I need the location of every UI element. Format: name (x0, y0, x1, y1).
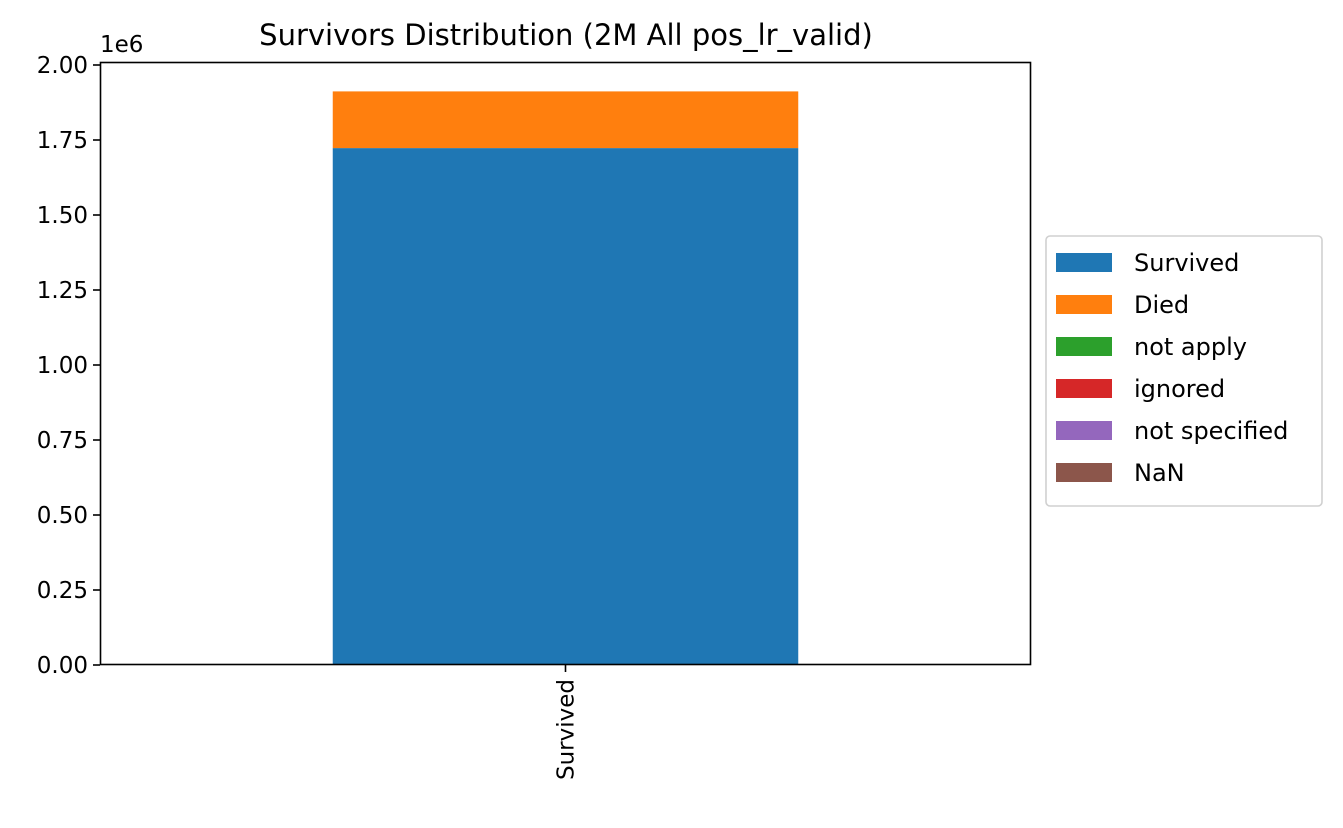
x-tick-label: Survived (554, 679, 580, 780)
bar-survived-0 (332, 148, 799, 666)
y-tick-label: 2.00 (37, 53, 88, 79)
y-axis-ticks: 0.00 0.25 0.50 0.75 1.00 1.25 1.50 1.75 2.00 (37, 53, 100, 679)
bar-died-0 (332, 91, 799, 149)
legend-frame (1045, 235, 1323, 507)
legend-swatch (1056, 337, 1112, 356)
legend-label: NaN (1134, 459, 1185, 487)
y-tick-label: 0.75 (37, 428, 88, 454)
legend-label: ignored (1134, 375, 1225, 403)
legend-swatch (1056, 421, 1112, 440)
y-tick-label: 0.50 (37, 503, 88, 529)
legend-swatch (1056, 253, 1112, 272)
legend-label: not apply (1134, 333, 1247, 361)
y-axis-offset-label: 1e6 (100, 32, 143, 58)
chart-title: Survivors Distribution (2M All pos_lr_va… (259, 18, 873, 52)
y-tick-label: 0.25 (37, 578, 88, 604)
y-tick-label: 1.75 (37, 128, 88, 154)
legend-label: not specified (1134, 417, 1288, 445)
legend-swatch (1056, 379, 1112, 398)
legend: Survived Died not apply ignored not specifie… (1045, 235, 1323, 507)
y-tick-label: 1.25 (37, 278, 88, 304)
bar-stack (332, 91, 799, 666)
plot-area-frame (99, 61, 1032, 666)
y-tick-label: 1.50 (37, 203, 88, 229)
x-axis-ticks: Survived (554, 665, 580, 780)
y-tick-label: 1.00 (37, 353, 88, 379)
legend-label: Died (1134, 291, 1189, 319)
y-tick-label: 0.00 (37, 653, 88, 679)
legend-swatch (1056, 463, 1112, 482)
legend-swatch (1056, 295, 1112, 314)
legend-label: Survived (1134, 249, 1239, 277)
